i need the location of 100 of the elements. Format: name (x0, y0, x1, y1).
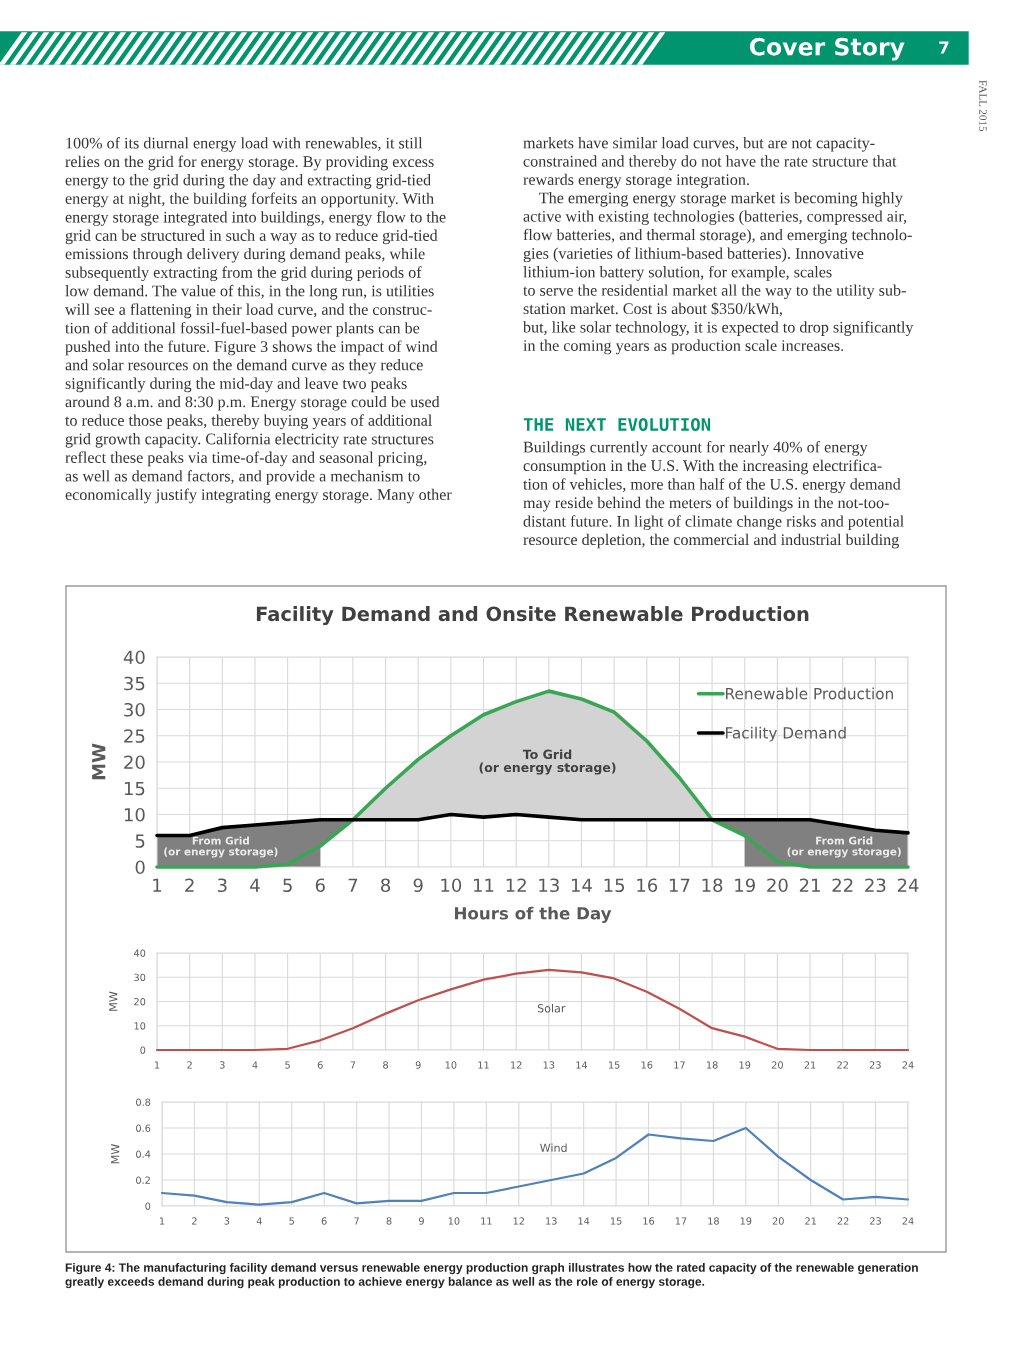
y-tick-label: 0.6 (136, 1124, 151, 1132)
annotation: Wind (540, 1143, 567, 1153)
x-tick-label: 5 (283, 878, 292, 893)
x-tick-label: 21 (799, 878, 820, 892)
y-tick-label: 0 (145, 1202, 151, 1210)
x-axis-title: Hours of the Day (455, 906, 612, 923)
y-tick-label: 0.8 (136, 1098, 151, 1106)
x-tick-label: 17 (674, 1061, 685, 1069)
x-tick-label: 24 (902, 1061, 914, 1069)
x-tick-label: 11 (474, 878, 494, 892)
x-tick-label: 4 (252, 1061, 258, 1069)
y-tick-label: 20 (124, 755, 145, 770)
x-tick-label: 7 (354, 1217, 359, 1225)
x-tick-label: 14 (576, 1061, 588, 1069)
x-tick-label: 3 (219, 1061, 225, 1069)
y-tick-label: 10 (134, 1022, 146, 1030)
x-tick-label: 19 (740, 1217, 752, 1225)
x-tick-label: 20 (771, 1061, 783, 1069)
text: Buildings currently account for nearly 40% of energy consumption in the U.S. With the increasing electrifica- tion of vehicles, more than half of the U.S. energy demand may reside behind the meters of buildings in the not-too- distant future. In light of climate change risks and potential resource depletion, the commercial and industrial building (523, 441, 904, 549)
x-tick-label: 1 (153, 878, 162, 892)
x-tick-label: 7 (350, 1061, 356, 1069)
x-tick-label: 9 (413, 878, 423, 893)
annotation: To Grid (or energy storage) (479, 749, 616, 775)
x-tick-label: 3 (217, 878, 227, 893)
x-tick-label: 5 (289, 1217, 294, 1225)
x-tick-label: 9 (415, 1061, 421, 1069)
y-axis-title: MW (92, 743, 106, 780)
text: Cover Story (749, 37, 905, 61)
y-tick-label: 20 (134, 997, 146, 1006)
annotation: Solar (537, 1003, 566, 1013)
y-tick-label: 25 (124, 729, 145, 743)
x-tick-label: 7 (348, 878, 358, 892)
text: 100% of its diurnal energy load with renewables, it still relies on the grid for energy storage. By providing excess energy to the grid during the day and extracting grid-tied energy at night, the building forfeits an opportunity. With energy storage integrated into buildings, energy flow to the grid can be structured in such a way as to reduce grid-tied emissions through delivery during demand peaks, while subsequently extracting from the grid during periods of low demand. The value of this, in the long run, is utilities will see a flattening in their load curve, and the construc- tion of additional fossil-fuel-based power plants can be pushed into the future. Figure 3 shows the impact of wind and solar resources on the demand curve as they reduce significantly during the mid-day and leave two peaks around 8 a.m. and 8:30 p.m. Energy storage could be used to reduce those peaks, thereby buying years of additional grid growth capacity. California electricity rate structures reflect these peaks via time-of-day and seasonal pricing, as well as demand factors, and provide a mechanism to economically justify integrating energy storage. Many other (65, 137, 452, 504)
text: THE NEXT EVOLUTION (523, 417, 711, 432)
x-tick-label: 21 (804, 1061, 816, 1069)
text: markets have similar load curves, but are not capacity- constrained and thereby do not have the rate structure that rewards energy storage integration. The emerging energy storage market is becoming highly active with existing technologies (batteries, compressed air, flow batteries, and thermal storage), and emerging technolo- gies (varieties of lithium-based batteries). Innovative lithium-ion battery solution, for example, scales to serve the residential market all the way to the utility sub- station market. Cost is about $350/kWh, but, like solar technology, it is expected to drop significantly in the coming years as production scale increases. (523, 137, 914, 355)
y-tick-label: 5 (135, 834, 145, 848)
x-tick-label: 3 (224, 1217, 230, 1225)
x-tick-label: 20 (767, 878, 788, 893)
x-tick-label: 9 (419, 1217, 424, 1225)
x-tick-label: 14 (571, 878, 592, 892)
x-tick-label: 11 (481, 1217, 492, 1225)
text: FALL 2015 (979, 80, 987, 132)
y-tick-label: 40 (123, 650, 145, 665)
y-tick-label: 35 (124, 676, 145, 691)
caption: Figure 4: The manufacturing facility demand versus renewable energy production graph illustrates how the rated capacity of the renewable generation greatly exceeds demand during peak production to achieve energy balance as well as the role of energy storage. (65, 1263, 918, 1289)
y-tick-label: 30 (124, 702, 145, 717)
x-tick-label: 24 (902, 1217, 914, 1225)
y-tick-label: 15 (124, 781, 145, 796)
x-tick-label: 10 (445, 1061, 457, 1069)
x-tick-label: 16 (643, 1217, 655, 1225)
y-tick-label: 30 (134, 973, 146, 982)
x-tick-label: 24 (897, 878, 919, 892)
y-tick-label: 40 (133, 949, 146, 957)
x-tick-label: 17 (669, 878, 690, 892)
x-tick-label: 5 (285, 1061, 290, 1069)
x-tick-label: 4 (250, 878, 260, 892)
x-tick-label: 1 (154, 1061, 160, 1069)
x-tick-label: 13 (546, 1217, 557, 1225)
x-tick-label: 12 (513, 1217, 524, 1225)
x-tick-label: 6 (315, 878, 325, 893)
x-tick-label: 6 (321, 1217, 327, 1225)
x-tick-label: 15 (610, 1217, 622, 1225)
x-tick-label: 22 (832, 878, 853, 892)
x-tick-label: 22 (837, 1217, 849, 1225)
x-tick-label: 13 (543, 1061, 555, 1069)
y-axis-title: MW (111, 1144, 120, 1164)
chart-title: Facility Demand and Onsite Renewable Production (256, 606, 809, 626)
x-tick-label: 12 (506, 878, 526, 892)
x-tick-label: 16 (637, 878, 658, 893)
x-tick-label: 18 (702, 878, 723, 893)
x-tick-label: 18 (706, 1061, 718, 1069)
x-tick-label: 16 (641, 1061, 653, 1069)
text: 7 (939, 41, 949, 54)
x-tick-label: 17 (675, 1217, 687, 1225)
y-tick-label: 10 (124, 807, 145, 822)
x-tick-label: 15 (609, 1061, 620, 1069)
x-tick-label: 1 (159, 1217, 165, 1225)
y-tick-label: 0.2 (136, 1176, 150, 1184)
annotation: From Grid (or energy storage) (787, 836, 901, 858)
x-tick-label: 13 (539, 878, 559, 893)
legend-label: Facility Demand (726, 726, 846, 742)
x-tick-label: 12 (511, 1061, 522, 1069)
x-tick-label: 18 (708, 1217, 719, 1225)
x-tick-label: 11 (478, 1061, 489, 1069)
y-axis-title: MW (109, 991, 118, 1011)
x-tick-label: 10 (448, 1217, 460, 1225)
x-tick-label: 22 (837, 1061, 848, 1069)
x-tick-label: 19 (735, 878, 755, 893)
x-tick-label: 23 (870, 1217, 881, 1225)
x-tick-label: 6 (317, 1061, 323, 1069)
x-tick-label: 2 (187, 1061, 192, 1069)
x-tick-label: 19 (739, 1061, 751, 1069)
y-tick-label: 0.4 (136, 1150, 151, 1158)
y-tick-label: 0 (140, 1046, 146, 1054)
x-tick-label: 20 (772, 1217, 784, 1225)
annotation: From Grid (or energy storage) (164, 836, 278, 858)
x-tick-label: 10 (441, 878, 462, 893)
x-tick-label: 15 (604, 878, 625, 893)
x-tick-label: 8 (383, 1061, 388, 1069)
